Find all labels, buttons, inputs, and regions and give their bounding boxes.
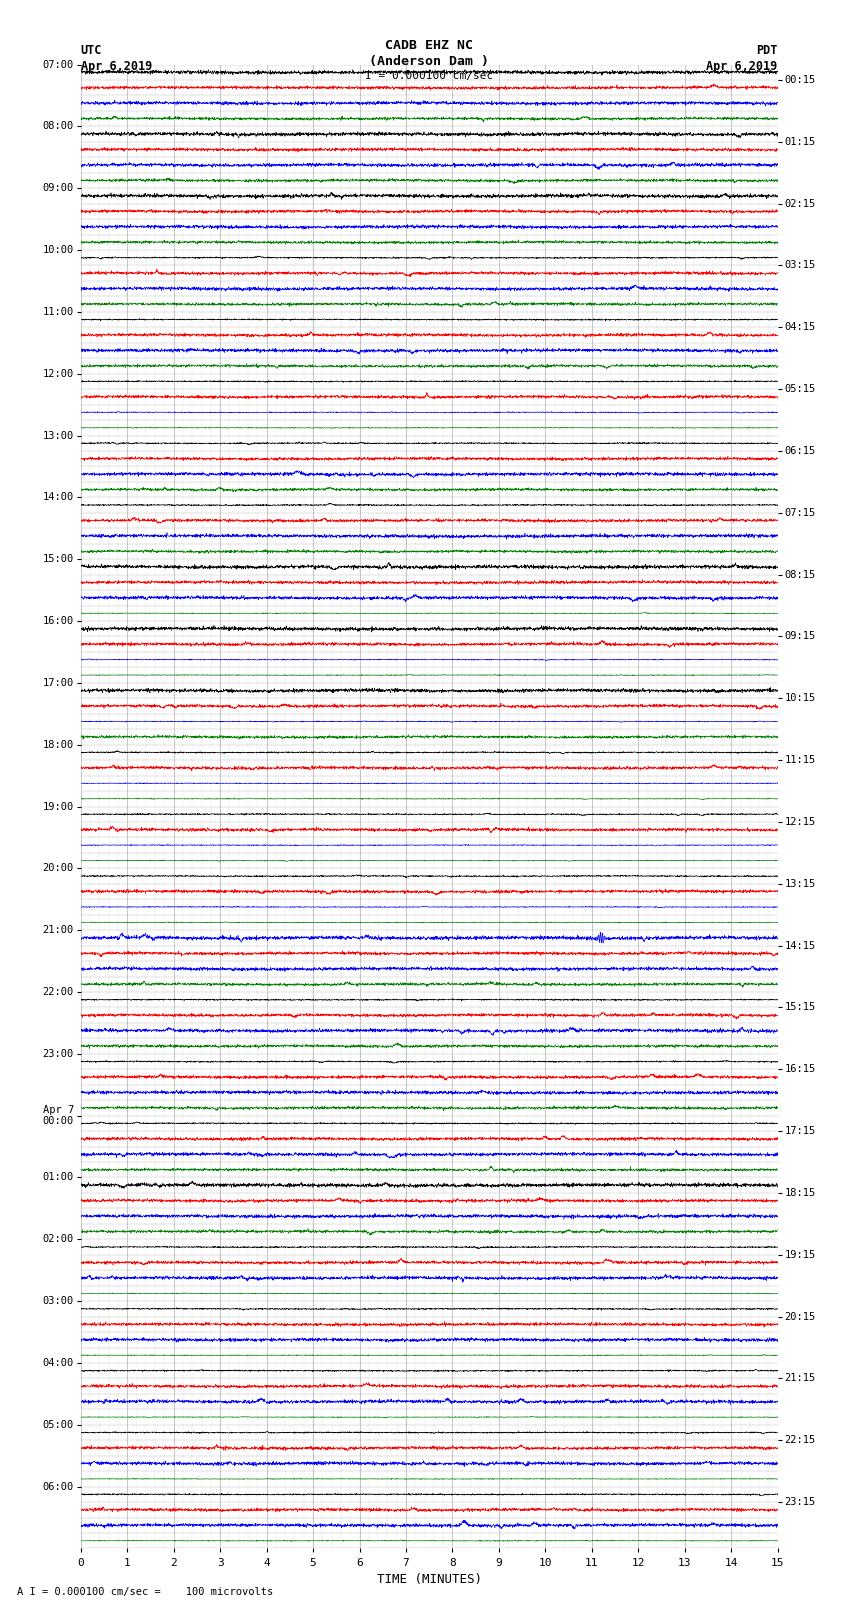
Text: UTC: UTC: [81, 44, 102, 56]
Text: Apr 6,2019: Apr 6,2019: [81, 60, 152, 73]
X-axis label: TIME (MINUTES): TIME (MINUTES): [377, 1573, 482, 1586]
Text: I = 0.000100 cm/sec: I = 0.000100 cm/sec: [366, 71, 493, 81]
Text: PDT: PDT: [756, 44, 778, 56]
Text: CADB EHZ NC: CADB EHZ NC: [385, 39, 473, 52]
Text: (Anderson Dam ): (Anderson Dam ): [369, 55, 490, 68]
Text: A I = 0.000100 cm/sec =    100 microvolts: A I = 0.000100 cm/sec = 100 microvolts: [17, 1587, 273, 1597]
Text: Apr 6,2019: Apr 6,2019: [706, 60, 778, 73]
